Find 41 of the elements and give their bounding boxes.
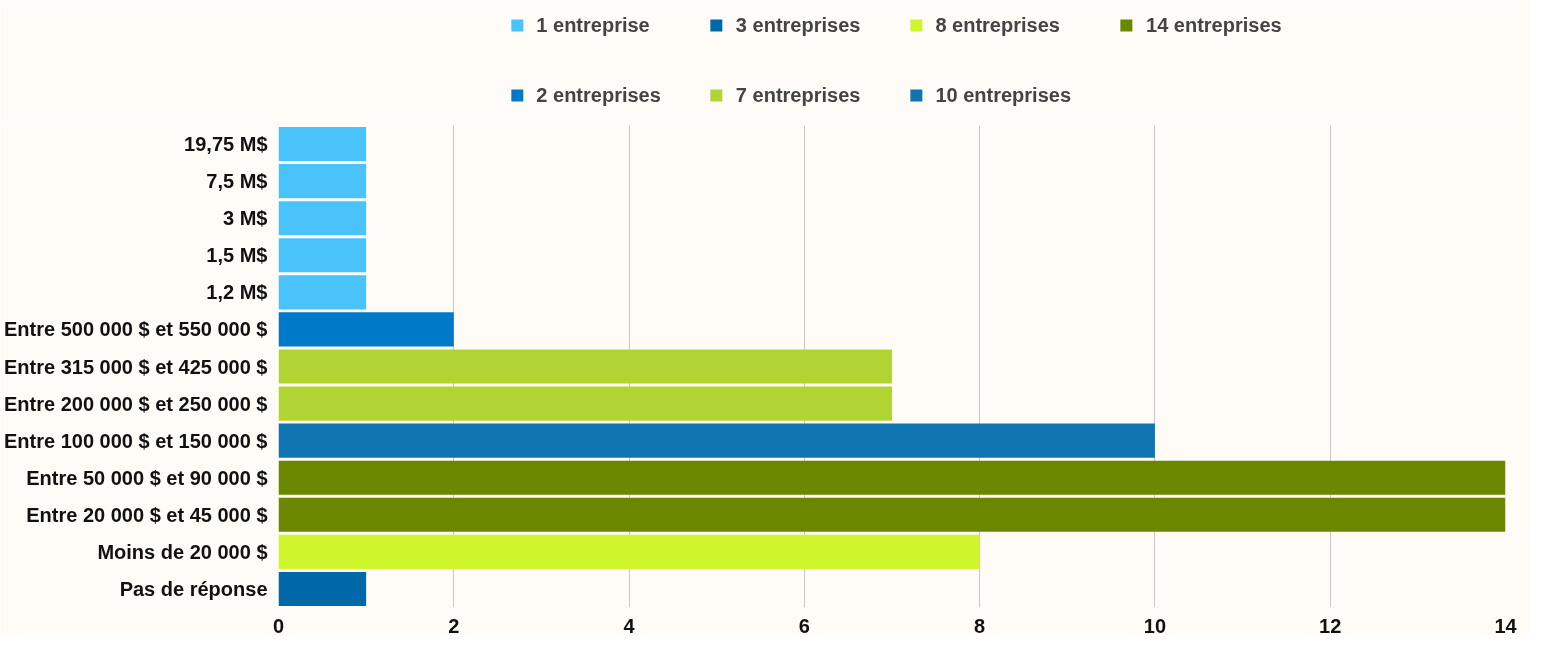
y-tick-label: Entre 50 000 $ et 90 000 $ (26, 466, 268, 489)
y-tick-label: Entre 200 000 $ et 250 000 $ (3, 392, 268, 415)
y-tick-label: Entre 20 000 $ et 45 000 $ (26, 503, 268, 526)
legend-label: 8 entreprises (935, 12, 1060, 38)
x-tick-label: 0 (272, 614, 285, 637)
x-tick-label: 4 (623, 614, 636, 637)
bar (278, 497, 1506, 532)
x-tick-label: 10 (1143, 614, 1167, 637)
bar (278, 349, 892, 384)
bar (278, 275, 367, 310)
y-tick-label: Entre 500 000 $ et 550 000 $ (3, 318, 268, 341)
legend-label: 10 entreprises (935, 82, 1072, 108)
x-tick-label: 14 (1494, 614, 1518, 637)
y-tick-label: 1,5 M$ (206, 244, 268, 267)
bar (278, 460, 1506, 495)
bar (278, 534, 980, 569)
y-tick-label: Entre 315 000 $ et 425 000 $ (3, 355, 268, 378)
bar (278, 571, 367, 607)
legend-label: 1 entreprise (536, 12, 650, 38)
y-tick-label: Moins de 20 000 $ (97, 540, 268, 563)
y-tick-label: 1,2 M$ (206, 281, 268, 304)
x-tick-label: 12 (1319, 614, 1342, 637)
bar (278, 238, 367, 273)
y-tick-label: Pas de réponse (119, 577, 268, 600)
bar (278, 126, 367, 162)
x-tick-label: 6 (798, 614, 810, 637)
x-tick-label: 8 (974, 614, 986, 637)
x-tick-label: 2 (448, 614, 460, 637)
legend-label: 2 entreprises (536, 82, 661, 108)
legend-label: 14 entreprises (1146, 12, 1282, 38)
y-tick-label: 19,75 M$ (184, 133, 268, 156)
y-tick-label: 3 M$ (223, 207, 268, 230)
y-tick-label: Entre 100 000 $ et 150 000 $ (3, 429, 268, 452)
bar (278, 386, 892, 421)
bar (278, 423, 1155, 458)
legend-label: 3 entreprises (735, 12, 861, 38)
bar (278, 312, 454, 347)
bar (278, 164, 367, 199)
legend-label: 7 entreprises (735, 82, 861, 108)
bar (278, 201, 367, 236)
y-tick-label: 7,5 M$ (206, 170, 268, 193)
